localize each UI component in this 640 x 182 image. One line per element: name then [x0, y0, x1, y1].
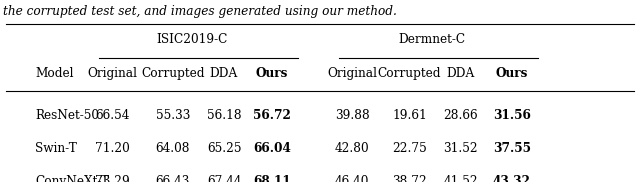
Text: 73.29: 73.29	[95, 175, 129, 182]
Text: Original: Original	[87, 67, 137, 80]
Text: 31.52: 31.52	[444, 142, 478, 155]
Text: Ours: Ours	[256, 67, 288, 80]
Text: Corrupted: Corrupted	[378, 67, 442, 80]
Text: 56.18: 56.18	[207, 109, 241, 122]
Text: 38.72: 38.72	[392, 175, 427, 182]
Text: Dermnet-C: Dermnet-C	[399, 33, 465, 46]
Text: ISIC2019-C: ISIC2019-C	[156, 33, 228, 46]
Text: 39.88: 39.88	[335, 109, 369, 122]
Text: DDA: DDA	[210, 67, 238, 80]
Text: Model: Model	[35, 67, 74, 80]
Text: 28.66: 28.66	[444, 109, 478, 122]
Text: DDA: DDA	[447, 67, 475, 80]
Text: 68.11: 68.11	[253, 175, 291, 182]
Text: Corrupted: Corrupted	[141, 67, 205, 80]
Text: 37.55: 37.55	[493, 142, 531, 155]
Text: Original: Original	[327, 67, 377, 80]
Text: 55.33: 55.33	[156, 109, 190, 122]
Text: 71.20: 71.20	[95, 142, 129, 155]
Text: Swin-T: Swin-T	[35, 142, 77, 155]
Text: the corrupted test set, and images generated using our method.: the corrupted test set, and images gener…	[3, 5, 397, 18]
Text: 66.04: 66.04	[253, 142, 291, 155]
Text: 42.80: 42.80	[335, 142, 369, 155]
Text: 31.56: 31.56	[493, 109, 531, 122]
Text: 64.08: 64.08	[156, 142, 190, 155]
Text: 19.61: 19.61	[392, 109, 427, 122]
Text: 22.75: 22.75	[392, 142, 427, 155]
Text: 66.54: 66.54	[95, 109, 129, 122]
Text: Ours: Ours	[496, 67, 528, 80]
Text: 43.32: 43.32	[493, 175, 531, 182]
Text: 65.25: 65.25	[207, 142, 241, 155]
Text: 67.44: 67.44	[207, 175, 241, 182]
Text: 66.43: 66.43	[156, 175, 190, 182]
Text: ResNet-50: ResNet-50	[35, 109, 99, 122]
Text: ConvNeXt-T: ConvNeXt-T	[35, 175, 109, 182]
Text: 56.72: 56.72	[253, 109, 291, 122]
Text: 41.52: 41.52	[444, 175, 478, 182]
Text: 46.40: 46.40	[335, 175, 369, 182]
